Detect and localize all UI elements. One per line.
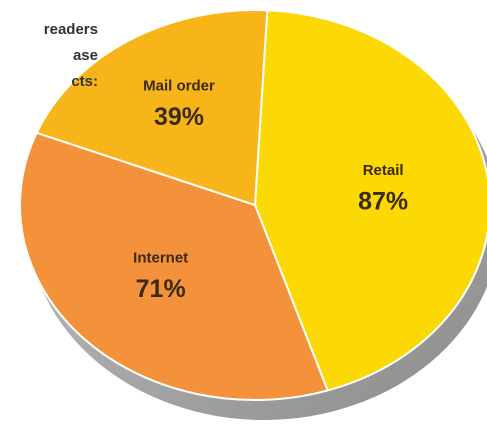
pie-slice: [253, 9, 487, 392]
title-line: readers: [44, 21, 98, 38]
slice-value-label: 87%: [358, 188, 408, 216]
title-line: ase: [73, 47, 98, 64]
labels: Retail 87% Internet 71% Mail order 39%: [133, 77, 408, 303]
slice-value-label: 71%: [136, 275, 186, 303]
title-line: cts:: [71, 73, 98, 90]
slice-label: Mail order: [143, 77, 215, 94]
title: readers ase cts:: [44, 21, 98, 90]
pie-slice: [35, 9, 269, 207]
pie: [19, 9, 487, 401]
slice-value-label: 39%: [154, 103, 204, 131]
pie-slice: [19, 131, 330, 401]
slice-label: Internet: [133, 249, 188, 266]
slice-label: Retail: [363, 162, 404, 179]
